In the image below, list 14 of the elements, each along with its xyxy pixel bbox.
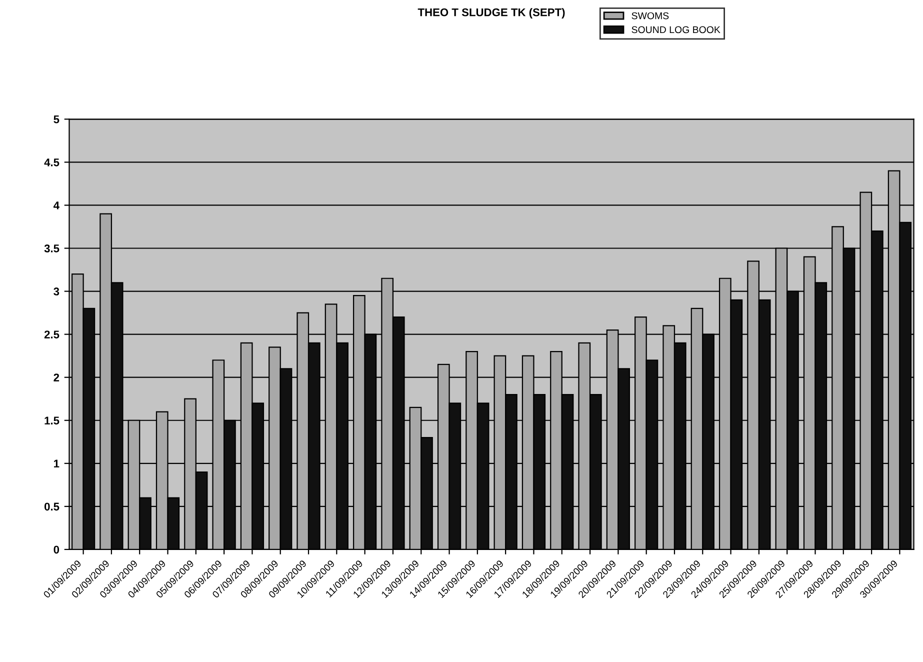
y-tick-label: 4.5	[44, 158, 60, 166]
legend-label: SWOMS	[632, 12, 669, 20]
y-tick-label: 5	[54, 116, 60, 124]
chart-title: THEO T SLUDGE TK (SEPT)	[418, 8, 565, 18]
y-tick-label: 2.5	[44, 330, 60, 338]
y-tick-label: 1	[54, 460, 60, 468]
y-tick-label: 3	[54, 288, 60, 296]
legend-label: SOUND LOG BOOK	[632, 26, 720, 34]
y-tick-label: 0.5	[44, 502, 60, 511]
y-tick-label: 3.5	[44, 244, 60, 252]
y-tick-label: 2	[54, 374, 60, 382]
y-tick-label: 0	[54, 546, 60, 554]
y-tick-label: 4	[53, 202, 60, 210]
y-tick-label: 1.5	[44, 416, 60, 425]
